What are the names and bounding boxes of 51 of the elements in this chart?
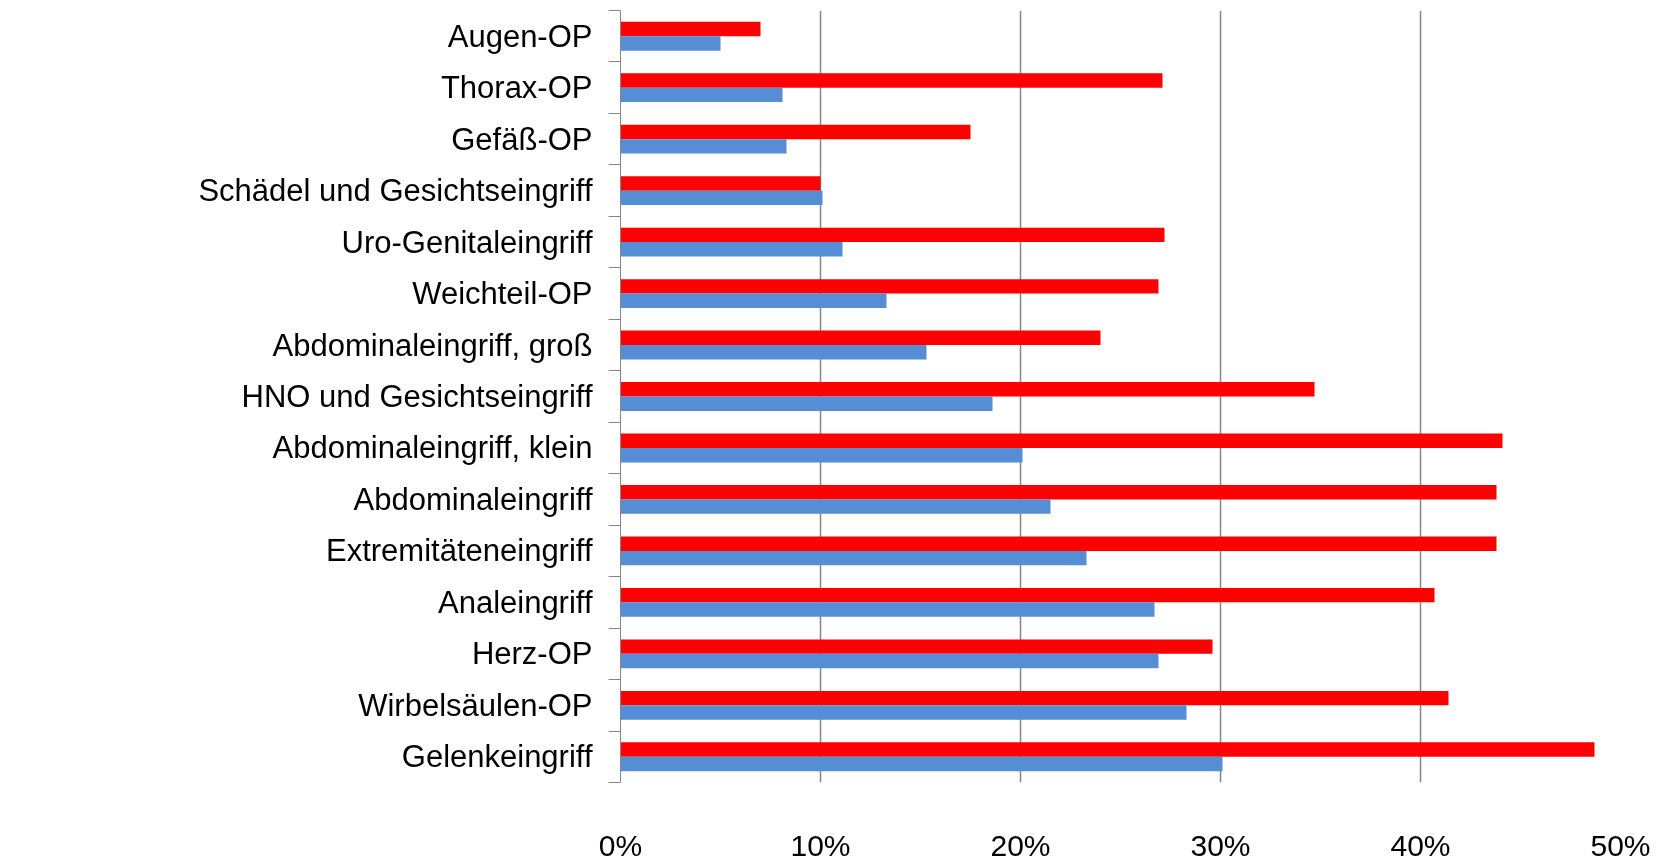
bar: [620, 690, 1449, 706]
bar: [620, 705, 1187, 720]
y-tick-label: Uro-Genitaleingriff: [341, 224, 593, 260]
bar: [620, 536, 1497, 551]
bar: [620, 279, 1159, 294]
y-tick-label: Extremitäteneingriff: [326, 533, 593, 569]
bar: [620, 602, 1155, 617]
y-tick-label: HNO und Gesichtseingriff: [241, 379, 593, 414]
x-tick-label: 30%: [1190, 828, 1251, 862]
y-tick-label: Abdominaleingriff, klein: [272, 430, 593, 466]
bar: [620, 190, 823, 206]
bar: [620, 587, 1435, 603]
x-tick-label: 50%: [1590, 828, 1651, 862]
y-tick-label: Herz-OP: [471, 636, 593, 672]
x-tick-label: 0%: [598, 828, 643, 862]
bar: [620, 176, 821, 191]
bar: [620, 499, 1051, 514]
x-tick-label: 40%: [1390, 828, 1451, 862]
bar: [620, 433, 1503, 448]
y-tick-label: Abdominaleingriff, groß: [272, 327, 593, 363]
y-tick-label: Weichteil-OP: [412, 276, 593, 312]
x-tick-label: 20%: [990, 828, 1051, 862]
bar: [620, 124, 971, 140]
bar: [620, 87, 783, 103]
bar: [620, 293, 887, 308]
y-tick-label: Wirbelsäulen-OP: [358, 687, 593, 723]
bar: [620, 396, 993, 411]
y-tick-label: Gefäß-OP: [451, 121, 593, 157]
y-tick-label: Abdominaleingriff: [353, 481, 593, 517]
bar: [620, 242, 843, 257]
y-tick-label: Gelenkeingriff: [401, 739, 593, 775]
bar: [620, 227, 1165, 243]
bar: [620, 742, 1595, 757]
bar: [620, 21, 761, 37]
y-tick-label: Schädel und Gesichtseingriff: [198, 173, 593, 209]
bar: [620, 756, 1223, 772]
bar: [620, 485, 1497, 500]
y-tick-label: Thorax-OP: [440, 70, 593, 106]
bar: [620, 550, 1087, 566]
bar: [620, 73, 1163, 88]
bar: [620, 36, 721, 51]
x-tick-label: 10%: [790, 828, 851, 862]
y-tick-label: Analeingriff: [437, 584, 593, 620]
bar: [620, 653, 1159, 669]
bar: [620, 447, 1023, 463]
bar: [620, 330, 1101, 346]
bar: [620, 382, 1315, 397]
bar: [620, 139, 787, 154]
y-tick-label: Augen-OP: [447, 18, 593, 54]
bar: [620, 639, 1213, 654]
bar: [620, 345, 927, 360]
